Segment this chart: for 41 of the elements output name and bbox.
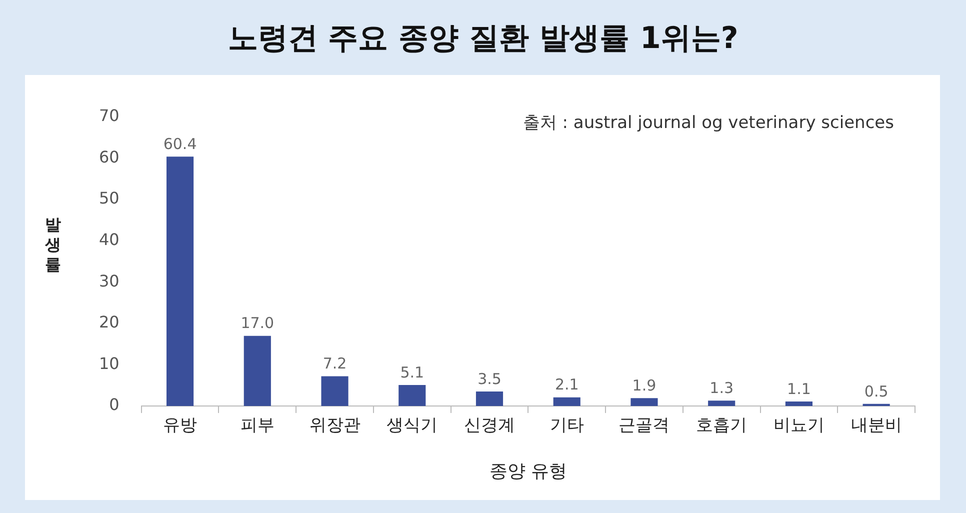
x-tick-label: 신경계 <box>464 416 515 436</box>
y-tick-label: 30 <box>99 271 120 290</box>
x-tick-label: 비뇨기 <box>773 416 824 436</box>
data-label: 17.0 <box>240 314 274 332</box>
bar <box>244 336 271 406</box>
y-tick-label: 60 <box>99 147 120 166</box>
bar <box>476 392 504 406</box>
bar <box>708 400 736 406</box>
y-tick-label: 10 <box>99 354 120 373</box>
x-tick-label: 피부 <box>240 416 274 436</box>
x-tick-label: 위장관 <box>309 416 360 436</box>
x-tick-label: 유방 <box>163 416 198 436</box>
y-tick-label: 0 <box>109 395 120 414</box>
bar <box>553 397 580 406</box>
x-tick-label: 근골격 <box>618 416 670 436</box>
data-label: 0.5 <box>864 382 888 400</box>
bar <box>630 398 658 406</box>
x-tick-label: 호흡기 <box>696 416 748 436</box>
data-label: 7.2 <box>322 354 347 373</box>
chart-title: 노령견 주요 종양 질환 발생률 1위는? <box>226 20 740 58</box>
y-tick-label: 40 <box>99 230 120 250</box>
bar <box>398 384 426 406</box>
bar <box>166 156 194 406</box>
x-tick-label: 기타 <box>550 416 584 436</box>
y-tick-label: 20 <box>99 312 120 332</box>
y-axis-title: 발생률 <box>45 215 62 275</box>
data-label: 2.1 <box>554 376 579 394</box>
x-tick-label: 생식기 <box>386 416 438 436</box>
annotation: 출처 : austral journal og veterinary sciences <box>522 112 894 134</box>
x-axis-title: 종양 유형 <box>489 460 568 482</box>
data-label: 5.1 <box>400 363 424 382</box>
bar <box>321 376 348 406</box>
data-label: 1.1 <box>787 380 811 398</box>
bar <box>785 401 812 406</box>
data-label: 3.5 <box>478 370 502 388</box>
data-label: 1.9 <box>632 376 656 395</box>
data-label: 1.3 <box>710 379 734 398</box>
y-tick-label: 50 <box>99 188 120 208</box>
data-label: 60.4 <box>163 135 197 154</box>
y-tick-label: 70 <box>99 106 120 126</box>
x-tick-label: 내분비 <box>850 416 902 436</box>
